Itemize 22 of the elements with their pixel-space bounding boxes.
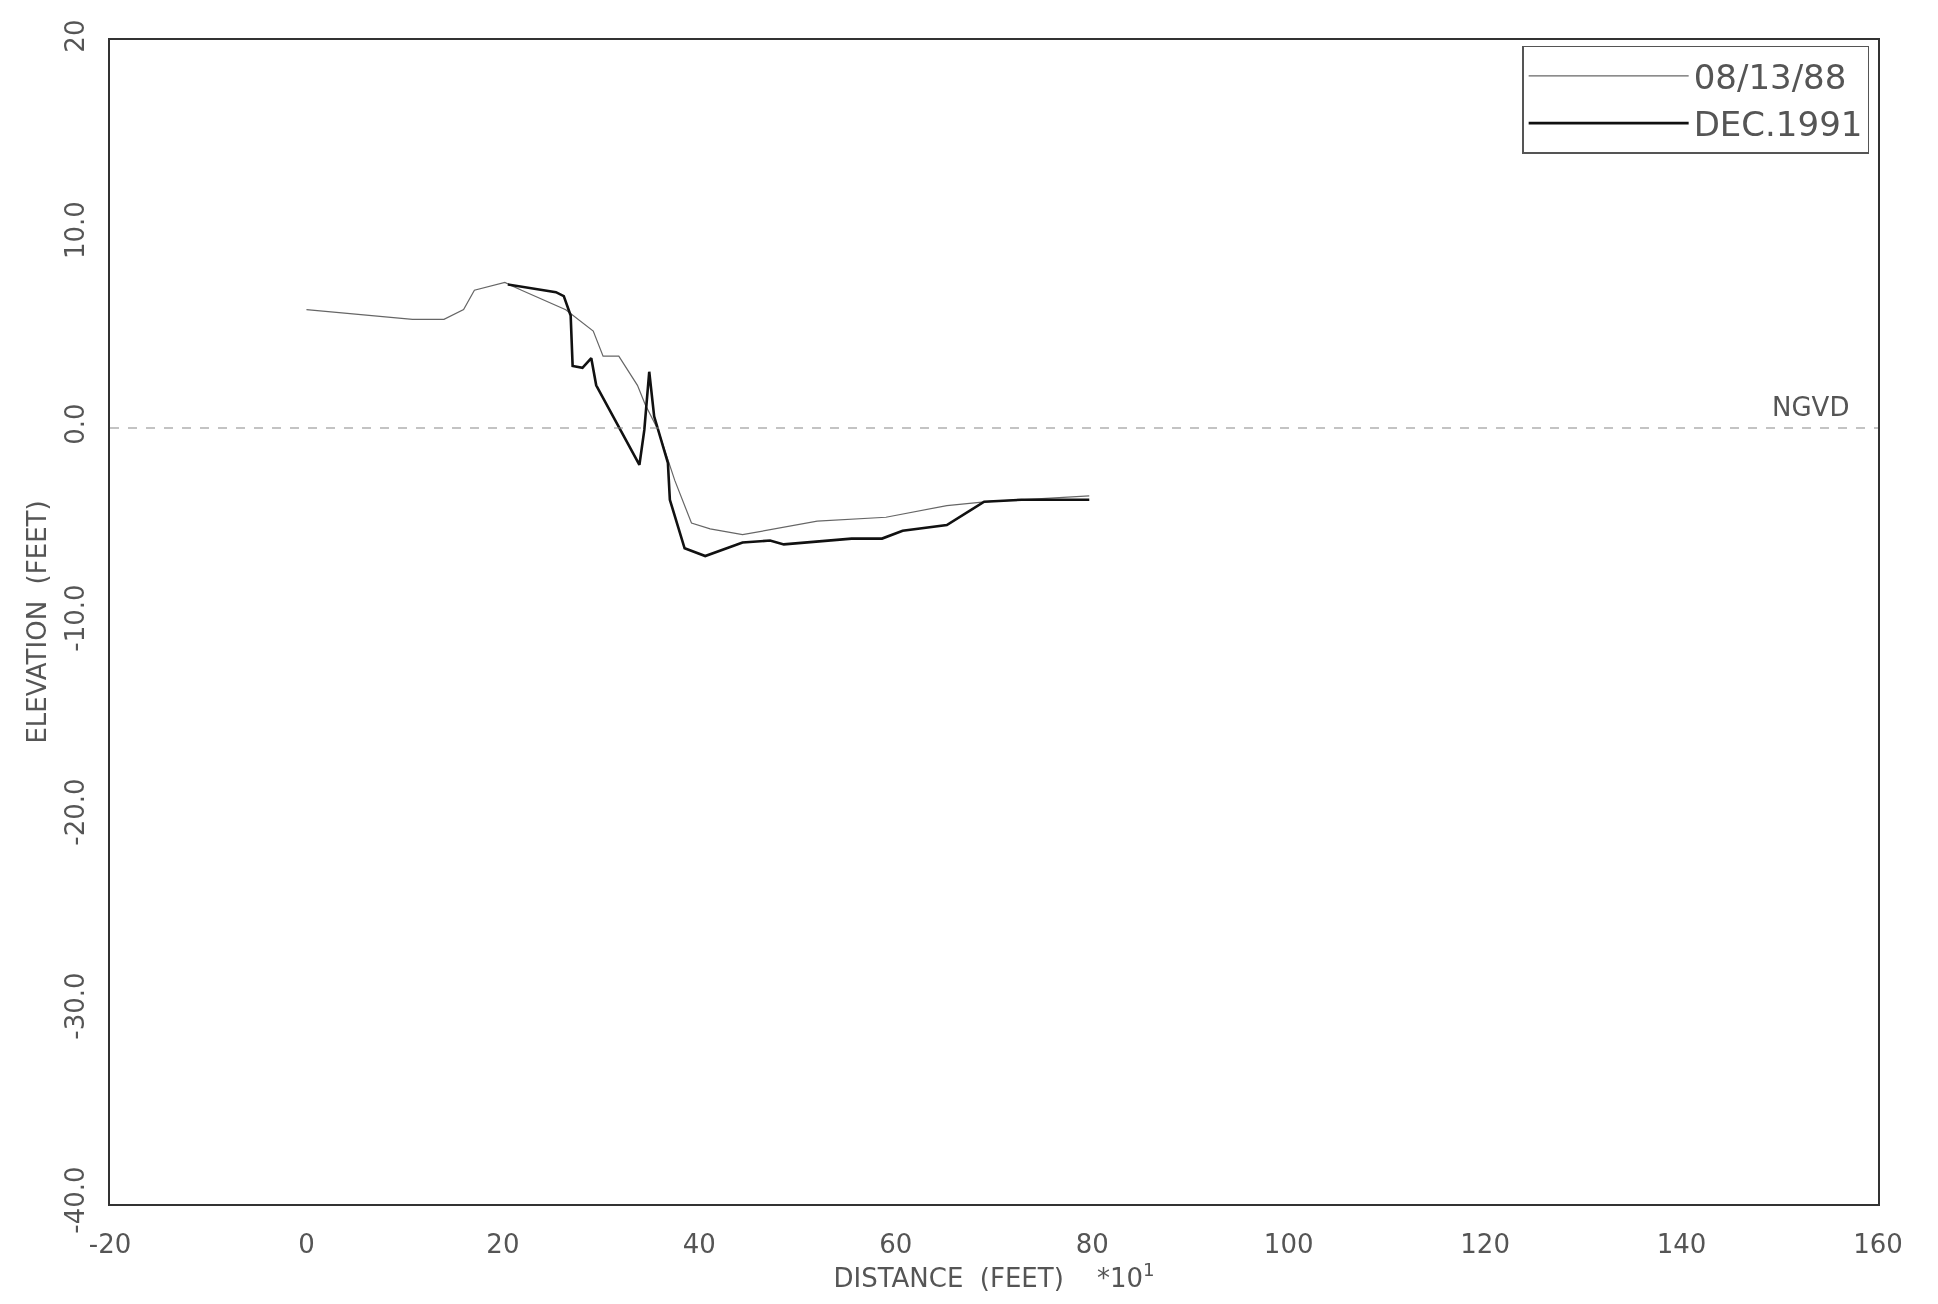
- x-tick-label: 0: [298, 1228, 315, 1259]
- x-tick-label: 80: [1075, 1228, 1109, 1259]
- x-tick-label: 120: [1460, 1228, 1510, 1259]
- y-tick-label: 10.0: [59, 201, 90, 260]
- y-tick-label: -10.0: [59, 584, 90, 652]
- y-tick-label: 20: [59, 19, 90, 53]
- x-tick-label: -20: [88, 1228, 132, 1259]
- legend-label: DEC.1991: [1693, 104, 1863, 145]
- y-axis-title: ELEVATION (FEET): [21, 500, 52, 744]
- legend-label: 08/13/88: [1693, 57, 1847, 98]
- x-axis-title: DISTANCE (FEET) *10$^{1}$: [833, 1258, 1155, 1293]
- y-tick-label: 0.0: [59, 403, 90, 445]
- y-tick-label: -30.0: [59, 972, 90, 1040]
- y-tick-label: -40.0: [59, 1166, 90, 1234]
- x-tick-label: 20: [486, 1228, 520, 1259]
- x-tick-label: 60: [879, 1228, 913, 1259]
- x-tick-label: 140: [1656, 1228, 1707, 1259]
- x-tick-label: 40: [682, 1228, 716, 1259]
- x-tick-label: 100: [1263, 1228, 1314, 1259]
- x-tick-label: 160: [1853, 1228, 1903, 1259]
- y-tick-label: -20.0: [59, 778, 90, 846]
- ref-line-label: NGVD: [1772, 392, 1850, 422]
